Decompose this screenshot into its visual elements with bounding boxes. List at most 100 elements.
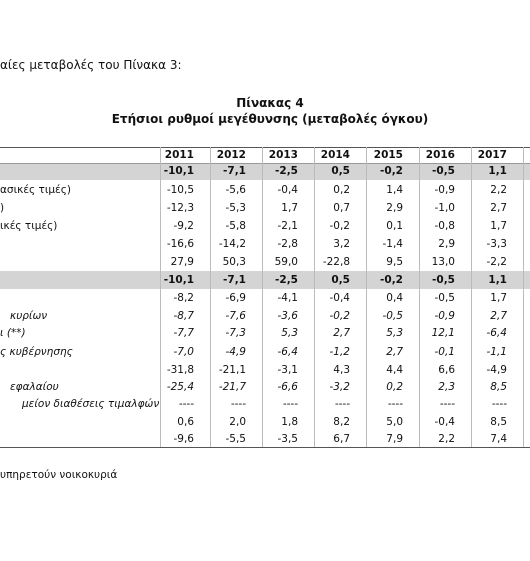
cell: ----: [491, 398, 507, 410]
cell: -0,4: [329, 292, 351, 304]
row-label: ασικές τιμές): [0, 184, 71, 196]
row-label: ι (**): [0, 327, 26, 339]
cell: 59,0: [274, 256, 298, 268]
cell: -2,2: [486, 256, 508, 268]
cell: -2,5: [275, 165, 298, 177]
column-header: 2013: [268, 149, 298, 161]
cell: 2,2: [490, 184, 507, 196]
cell: 1,7: [490, 220, 507, 232]
cell: -0,5: [432, 165, 455, 177]
column-rule: [160, 147, 161, 447]
column-header: 2012: [216, 149, 246, 161]
cell: 7,4: [490, 433, 507, 445]
cell: 6,6: [438, 364, 455, 376]
row-label: ικές τιμές): [0, 220, 58, 232]
column-header: 2015: [373, 149, 403, 161]
cell: 0,4: [386, 292, 403, 304]
cell: 2,7: [490, 202, 507, 214]
cell: 12,1: [431, 327, 455, 339]
cell: -12,3: [166, 202, 194, 214]
cell: 27,9: [170, 256, 194, 268]
column-header: 2016: [425, 149, 455, 161]
row-band: [0, 163, 530, 180]
cell: 8,5: [490, 381, 507, 393]
cell: -5,8: [225, 220, 247, 232]
cell: 0,2: [386, 381, 403, 393]
cell: 0,5: [331, 165, 350, 177]
cell: -0,4: [277, 184, 299, 196]
row-label: μείον διαθέσεις τιμαλφών: [22, 398, 160, 410]
cell: 1,7: [281, 202, 298, 214]
column-rule: [419, 147, 420, 447]
cell: -7,7: [173, 327, 195, 339]
cell: -2,5: [275, 274, 298, 286]
cell: 5,0: [386, 416, 403, 428]
cell: -10,5: [166, 184, 194, 196]
cell: 2,3: [438, 381, 455, 393]
cell: 0,2: [333, 184, 350, 196]
cell: -0,5: [432, 274, 455, 286]
cell: -10,1: [163, 165, 194, 177]
cell: 7,9: [386, 433, 403, 445]
column-rule: [523, 147, 524, 447]
cell: -6,4: [486, 327, 508, 339]
cell: -2,8: [277, 238, 299, 250]
cell: -3,3: [486, 238, 508, 250]
rule: [0, 447, 530, 448]
cell: 3,2: [333, 238, 350, 250]
rule: [0, 147, 530, 148]
cell: -31,8: [166, 364, 194, 376]
intro: αίες μεταβολές του Πίνακα 3:: [0, 58, 182, 72]
cell: 0,1: [386, 220, 403, 232]
cell: -0,4: [434, 416, 456, 428]
cell: 1,7: [490, 292, 507, 304]
cell: -25,4: [166, 381, 194, 393]
cell: 1,8: [281, 416, 298, 428]
cell: 6,7: [333, 433, 350, 445]
cell: -21,1: [218, 364, 246, 376]
cell: -0,2: [380, 165, 403, 177]
cell: -3,1: [277, 364, 299, 376]
cell: 8,2: [333, 416, 350, 428]
cell: -7,1: [223, 274, 246, 286]
cell: 1,1: [488, 165, 507, 177]
cell: -0,9: [434, 184, 456, 196]
cell: -3,6: [277, 310, 299, 322]
table-subtitle: Ετήσιοι ρυθμοί μεγέθυνσης (μεταβολές όγκ…: [111, 112, 429, 126]
cell: 0,5: [331, 274, 350, 286]
cell: 2,9: [438, 238, 455, 250]
cell: -0,8: [434, 220, 456, 232]
cell: 2,7: [490, 310, 507, 322]
cell: -0,2: [329, 310, 351, 322]
cell: 4,4: [386, 364, 403, 376]
cell: 2,9: [386, 202, 403, 214]
cell: ----: [439, 398, 455, 410]
cell: -0,2: [329, 220, 351, 232]
row-band: [0, 271, 530, 289]
cell: -2,1: [277, 220, 299, 232]
cell: 9,5: [386, 256, 403, 268]
table-title: Πίνακας 4: [236, 96, 304, 110]
cell: -1,2: [329, 346, 351, 358]
cell: -1,0: [434, 202, 456, 214]
cell: -8,2: [173, 292, 195, 304]
column-rule: [366, 147, 367, 447]
rule: [0, 163, 530, 164]
cell: 5,3: [281, 327, 298, 339]
cell: 5,3: [386, 327, 403, 339]
cell: 0,7: [333, 202, 350, 214]
cell: -3,5: [277, 433, 299, 445]
cell: ----: [334, 398, 350, 410]
cell: -4,9: [486, 364, 508, 376]
cell: 50,3: [222, 256, 246, 268]
cell: -8,7: [173, 310, 195, 322]
row-label: ς κυβέρνησης: [0, 346, 73, 358]
cell: -7,0: [173, 346, 195, 358]
cell: -0,2: [380, 274, 403, 286]
column-rule: [314, 147, 315, 447]
row-label: ): [0, 202, 5, 214]
cell: -0,1: [434, 346, 456, 358]
cell: -4,1: [277, 292, 299, 304]
cell: -9,6: [173, 433, 195, 445]
